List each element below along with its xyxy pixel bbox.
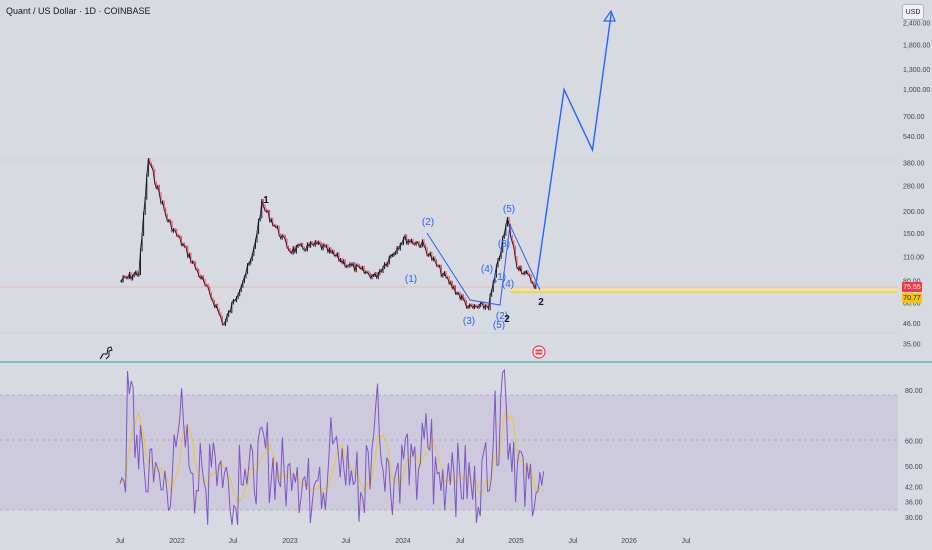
time-axis[interactable]: Jul 2022 Jul 2023 Jul 2024 Jul 2025 Jul 2026 Jul (116, 538, 691, 545)
price-tick-label: 700.00 (903, 114, 925, 121)
projection-arrowhead (602, 9, 616, 22)
time-tick-label: 2025 (508, 538, 524, 545)
wave-label: 2 (504, 314, 510, 325)
rsi-ma-line (119, 408, 544, 504)
wave-label: 2 (538, 297, 544, 308)
rsi-tick-label: 42.00 (905, 484, 923, 491)
current-price-tag: 75.55 (902, 282, 922, 292)
time-tick-label: Jul (229, 538, 238, 545)
support-zone (510, 289, 898, 292)
time-tick-label: Jul (116, 538, 125, 545)
price-tick-label: 150.00 (903, 231, 925, 238)
price-tick-label: 280.00 (903, 184, 925, 191)
projection-path (535, 11, 613, 286)
price-tick-label: 1,000.00 (903, 87, 930, 94)
price-tick-label: 200.00 (903, 209, 925, 216)
wave-label: (3) (498, 239, 510, 250)
dino-icon[interactable] (99, 346, 113, 360)
price-tick-label: 1,300.00 (903, 67, 930, 74)
chart-title: Quant / US Dollar · 1D · COINBASE (6, 6, 151, 16)
wave-label: (2) (422, 217, 434, 228)
time-tick-label: 2022 (169, 538, 185, 545)
price-grid (0, 159, 898, 334)
wave-line (426, 223, 541, 306)
price-tick-label: 46.00 (903, 321, 921, 328)
wave-labels: (2) (1) (3) (4) (5) (1) (2) (3) (4) (5) 1 2 2 (263, 195, 544, 331)
support-price-tag: 70.77 (902, 293, 922, 303)
wave-label: (2) (496, 311, 508, 322)
wave-label: (5) (493, 320, 505, 331)
wave-label: (1) (405, 274, 417, 285)
rsi-tick-label: 50.00 (905, 464, 923, 471)
time-tick-label: 2026 (621, 538, 637, 545)
flag-icon[interactable] (532, 345, 546, 359)
wave-label: 1 (263, 195, 269, 206)
rsi-tick-label: 36.00 (905, 500, 923, 507)
wave-label: (5) (503, 204, 515, 215)
currency-button[interactable]: USD (902, 4, 924, 20)
price-series (119, 158, 537, 327)
rsi-line (119, 368, 545, 525)
price-tick-label: 380.00 (903, 160, 925, 167)
rsi-tick-label: 60.00 (905, 439, 923, 446)
price-tick-label: 2,400.00 (903, 21, 930, 28)
rsi-tick-label: 30.00 (905, 515, 923, 522)
price-axis[interactable]: 2,400.00 1,800.00 1,300.00 1,000.00 700.00 54… (903, 21, 930, 349)
time-tick-label: Jul (456, 538, 465, 545)
wave-label: (3) (463, 316, 475, 327)
time-tick-label: Jul (682, 538, 691, 545)
time-tick-label: 2023 (282, 538, 298, 545)
rsi-axis[interactable]: 80.00 60.00 50.00 42.00 36.00 30.00 (905, 388, 923, 522)
time-tick-label: Jul (569, 538, 578, 545)
wave-label: (4) (481, 264, 493, 275)
wave-label: (4) (502, 279, 514, 290)
price-line (119, 159, 537, 325)
rsi-tick-label: 80.00 (905, 388, 923, 395)
price-tick-label: 60.00 (903, 301, 921, 308)
price-tick-label: 1,800.00 (903, 42, 930, 49)
price-tick-label: 35.00 (903, 342, 921, 349)
price-tick-label: 110.00 (903, 255, 924, 262)
time-tick-label: Jul (342, 538, 351, 545)
wave-label: (1) (494, 272, 506, 283)
price-tick-label: 540.00 (903, 134, 925, 141)
time-tick-label: 2024 (395, 538, 411, 545)
